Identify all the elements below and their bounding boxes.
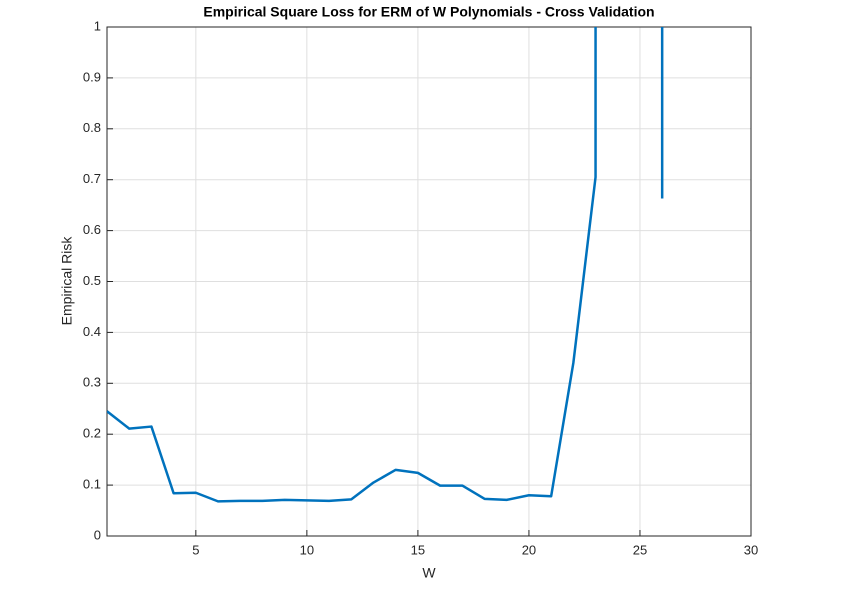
data-line xyxy=(107,27,664,503)
y-tick-label: 0.2 xyxy=(83,426,101,441)
y-tick-label: 0.1 xyxy=(83,477,101,492)
x-tick-label: 5 xyxy=(192,542,199,557)
y-tick-label: 0.5 xyxy=(83,273,101,288)
chart-title: Empirical Square Loss for ERM of W Polyn… xyxy=(203,4,654,20)
y-tick-label: 0 xyxy=(94,527,101,542)
y-tick-label: 0.6 xyxy=(83,222,101,237)
plot-layer xyxy=(107,27,664,503)
y-tick-label: 0.9 xyxy=(83,69,101,84)
x-tick-label: 10 xyxy=(300,542,314,557)
axes-box xyxy=(106,26,752,537)
x-axis-label: W xyxy=(422,565,436,581)
y-tick-label: 0.8 xyxy=(83,120,101,135)
x-tick-label: 30 xyxy=(744,542,758,557)
x-tick-label: 15 xyxy=(411,542,425,557)
y-tick-label: 0.4 xyxy=(83,324,101,339)
y-tick-label: 0.3 xyxy=(83,375,101,390)
x-tick-label: 20 xyxy=(522,542,536,557)
x-tick-label: 25 xyxy=(633,542,647,557)
y-tick-label: 0.7 xyxy=(83,171,101,186)
y-tick-label: 1 xyxy=(94,18,101,33)
y-axis-label: Empirical Risk xyxy=(59,236,75,326)
